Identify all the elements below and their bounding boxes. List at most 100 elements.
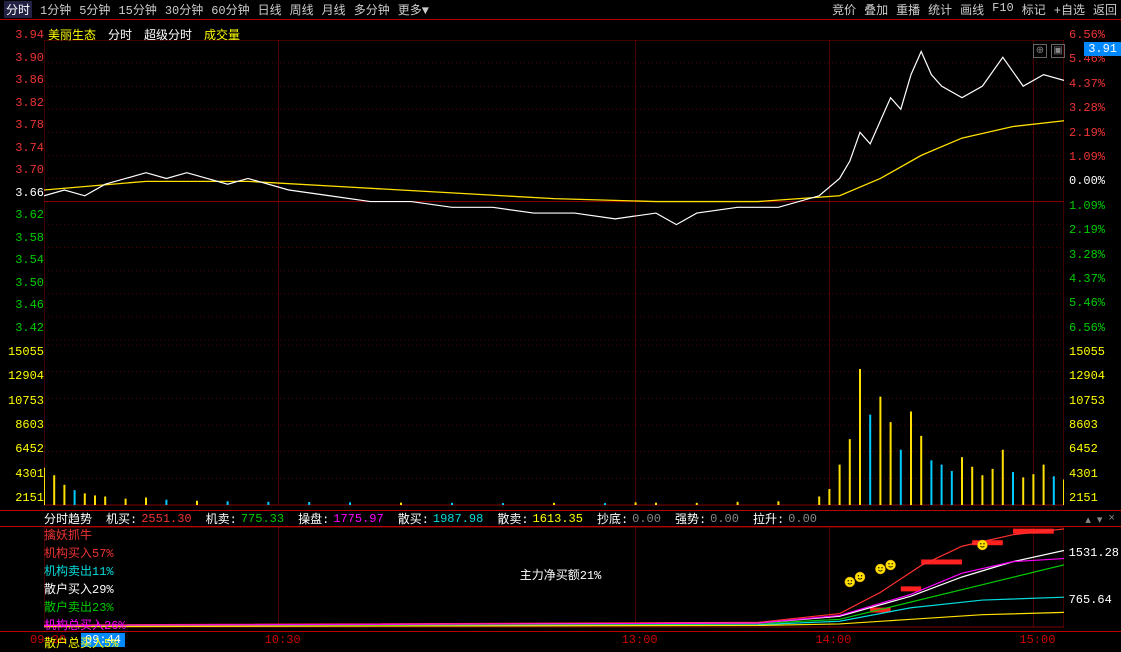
close-icon[interactable]: ×: [1108, 513, 1115, 527]
vol-tick: 10753: [2, 394, 44, 408]
net-buy-label: 主力净买额21%: [520, 566, 602, 583]
time-axis: 09:3010:3013:0014:0015:0009:44: [0, 631, 1121, 647]
pct-tick: 5.46%: [1069, 296, 1119, 310]
tb-周线[interactable]: 周线: [290, 1, 314, 18]
pct-tick: 2.19%: [1069, 126, 1119, 140]
subhdr-value: 0.00: [788, 512, 817, 526]
tb-更多▼[interactable]: 更多▼: [398, 1, 429, 18]
price-tick: 3.86: [2, 73, 44, 87]
tb-60分钟[interactable]: 60分钟: [211, 1, 249, 18]
main-plot: [44, 40, 1064, 510]
current-price-badge: 3.91: [1084, 42, 1121, 56]
toolbar: 分时 1分钟 5分钟 15分钟 30分钟 60分钟日线周线月线多分钟更多▼ 竞价叠加重播统…: [0, 0, 1121, 20]
chart-window-icons: ⊕ ▣: [1033, 44, 1065, 58]
pct-tick: 1.09%: [1069, 199, 1119, 213]
tb-1分钟[interactable]: 1分钟: [40, 1, 71, 18]
volume-axis-right: 1505512904107538603645243012151: [1069, 345, 1119, 505]
legend-item: 散户卖出23%: [44, 601, 126, 616]
tb-+自选[interactable]: +自选: [1054, 1, 1085, 18]
tb-15分钟[interactable]: 15分钟: [118, 1, 156, 18]
tb-多分钟[interactable]: 多分钟: [354, 1, 390, 18]
tb-返回[interactable]: 返回: [1093, 1, 1117, 18]
price-axis-left: 3.943.903.863.823.783.743.703.663.623.58…: [2, 20, 44, 335]
tb-标记[interactable]: 标记: [1022, 1, 1046, 18]
pct-tick: 3.28%: [1069, 101, 1119, 115]
pct-tick: 6.56%: [1069, 321, 1119, 335]
pct-tick: 0.00%: [1069, 174, 1119, 188]
subhdr-label: 强势:: [675, 510, 706, 527]
price-tick: 3.46: [2, 298, 44, 312]
tb-30分钟[interactable]: 30分钟: [165, 1, 203, 18]
trend-subpanel: 分时趋势机买:2551.30机卖:775.33操盘:1775.97散买:1987…: [0, 511, 1121, 631]
pct-tick: 3.28%: [1069, 248, 1119, 262]
indicator-prev-icon[interactable]: ▴: [1085, 513, 1091, 527]
vol-tick: 6452: [1069, 442, 1119, 456]
legend-item: 擒妖抓牛: [44, 529, 126, 544]
hdr-volume: 成交量: [204, 26, 240, 43]
tb-月线[interactable]: 月线: [322, 1, 346, 18]
price-tick: 3.70: [2, 163, 44, 177]
price-tick: 3.74: [2, 141, 44, 155]
stock-name: 美丽生态: [48, 26, 96, 43]
price-tick: 3.54: [2, 253, 44, 267]
tb-5分钟[interactable]: 5分钟: [79, 1, 110, 18]
price-tick: 3.78: [2, 118, 44, 132]
legend-item: 散户买入29%: [44, 583, 126, 598]
price-tick: 3.50: [2, 276, 44, 290]
legend-item: 机构总买入26%: [44, 619, 126, 634]
sub-ytick: 765.64: [1069, 593, 1119, 607]
hdr-super: 超级分时: [144, 26, 192, 43]
pct-axis-right: 6.56% 5.46% 4.37% 3.28% 2.19% 1.09% 0.00% 1.09%…: [1069, 20, 1119, 335]
pct-tick: 1.09%: [1069, 150, 1119, 164]
subhdr-label: 操盘:: [298, 510, 329, 527]
restore-icon[interactable]: ▣: [1051, 44, 1065, 58]
price-tick: 3.94: [2, 28, 44, 42]
vol-tick: 12904: [2, 369, 44, 383]
subhdr-label: 散买:: [398, 510, 429, 527]
price-tick: 3.90: [2, 51, 44, 65]
time-tick: 10:30: [265, 633, 301, 647]
indicator-next-icon[interactable]: ▾: [1097, 513, 1103, 527]
vol-tick: 15055: [2, 345, 44, 359]
tb-竞价[interactable]: 竞价: [832, 1, 856, 18]
subpanel-title: 分时趋势: [44, 510, 92, 527]
price-tick: 3.62: [2, 208, 44, 222]
vol-tick: 2151: [1069, 491, 1119, 505]
time-tick: 14:00: [815, 633, 851, 647]
subhdr-value: 0.00: [632, 512, 661, 526]
pct-tick: 4.37%: [1069, 77, 1119, 91]
subhdr-label: 机买:: [106, 510, 137, 527]
volume-axis-left: 1505512904107538603645243012151: [2, 345, 44, 505]
vol-tick: 12904: [1069, 369, 1119, 383]
vol-tick: 2151: [2, 491, 44, 505]
subhdr-label: 机卖:: [206, 510, 237, 527]
price-tick: 3.42: [2, 321, 44, 335]
subhdr-value: 1987.98: [433, 512, 483, 526]
legend-item: 机构买入57%: [44, 547, 126, 562]
vol-tick: 4301: [1069, 467, 1119, 481]
subhdr-value: 1613.35: [533, 512, 583, 526]
pct-tick: 6.56%: [1069, 28, 1119, 42]
tb-F10[interactable]: F10: [992, 1, 1014, 18]
price-tick: 3.82: [2, 96, 44, 110]
subpanel-legend: 擒妖抓牛机构买入57%机构卖出11%散户买入29%散户卖出23%机构总买入26%…: [44, 529, 126, 652]
subhdr-label: 抄底:: [597, 510, 628, 527]
tb-统计[interactable]: 统计: [928, 1, 952, 18]
tb-画线[interactable]: 画线: [960, 1, 984, 18]
vol-tick: 4301: [2, 467, 44, 481]
subhdr-value: 1775.97: [333, 512, 383, 526]
expand-icon[interactable]: ⊕: [1033, 44, 1047, 58]
sub-ytick: 1531.28: [1069, 546, 1119, 560]
tb-日线[interactable]: 日线: [258, 1, 282, 18]
subhdr-value: 0.00: [710, 512, 739, 526]
vol-tick: 6452: [2, 442, 44, 456]
tb-叠加[interactable]: 叠加: [864, 1, 888, 18]
time-tick: 13:00: [622, 633, 658, 647]
subhdr-value: 2551.30: [141, 512, 191, 526]
pct-tick: 4.37%: [1069, 272, 1119, 286]
hdr-fenshi: 分时: [108, 26, 132, 43]
tb-分时[interactable]: 分时: [4, 1, 32, 18]
time-tick: 15:00: [1019, 633, 1055, 647]
tb-重播[interactable]: 重播: [896, 1, 920, 18]
subpanel-header: 分时趋势机买:2551.30机卖:775.33操盘:1775.97散买:1987…: [0, 511, 1121, 527]
